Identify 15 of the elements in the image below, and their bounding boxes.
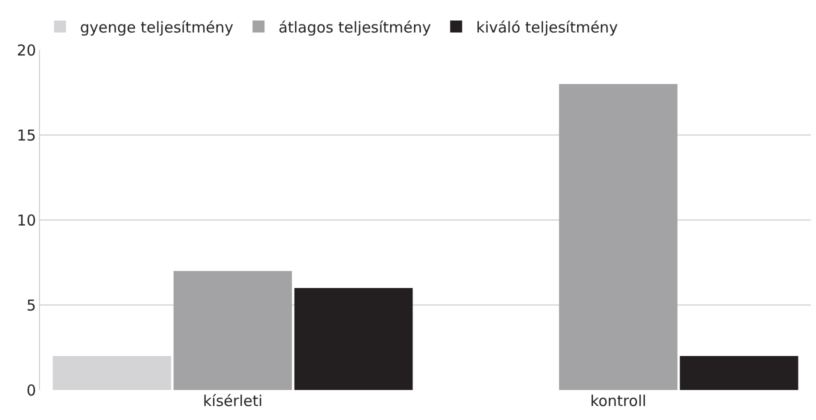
legend-label: átlagos teljesítmény	[278, 18, 432, 36]
y-tick-label: 5	[26, 296, 36, 314]
bar	[52, 356, 172, 390]
bar	[294, 288, 413, 390]
legend-label: gyenge teljesítmény	[80, 18, 234, 36]
legend-label: kiváló teljesítmény	[476, 18, 618, 36]
x-tick-label: kísérleti	[202, 392, 263, 410]
bar	[559, 84, 678, 390]
y-tick-label: 0	[26, 381, 36, 400]
bar	[680, 356, 798, 390]
y-tick-label: 10	[16, 211, 36, 230]
bar	[174, 271, 292, 390]
y-tick-label: 20	[16, 41, 36, 60]
y-tick-label: 15	[16, 126, 36, 144]
x-tick-label: kontroll	[590, 392, 646, 410]
